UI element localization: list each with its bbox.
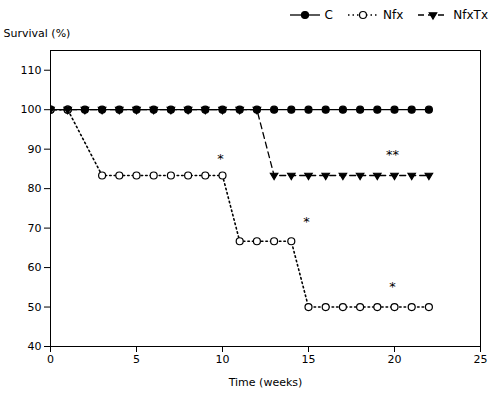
svg-text:Time (weeks): Time (weeks)	[228, 376, 303, 389]
svg-text:15: 15	[302, 353, 316, 366]
html-text:C: C	[324, 8, 333, 22]
svg-text:20: 20	[388, 353, 402, 366]
svg-text:25: 25	[474, 353, 488, 366]
svg-text:90: 90	[28, 143, 42, 156]
html-text:NfxTx: NfxTx	[453, 8, 488, 22]
svg-text:*: *	[389, 279, 396, 294]
svg-text:*: *	[217, 151, 224, 166]
svg-text:80: 80	[28, 182, 42, 195]
svg-text:Survival (%): Survival (%)	[4, 27, 71, 40]
svg-text:*: *	[303, 214, 310, 229]
svg-text:0: 0	[47, 353, 54, 366]
svg-text:5: 5	[133, 353, 140, 366]
html-text:Nfx: Nfx	[383, 8, 404, 22]
svg-text:70: 70	[28, 222, 42, 235]
svg-text:100: 100	[21, 103, 42, 116]
svg-text:40: 40	[28, 340, 42, 353]
svg-text:60: 60	[28, 261, 42, 274]
svg-text:110: 110	[21, 64, 42, 77]
svg-text:50: 50	[28, 301, 42, 314]
svg-text:**: **	[386, 147, 400, 162]
svg-text:10: 10	[216, 353, 230, 366]
